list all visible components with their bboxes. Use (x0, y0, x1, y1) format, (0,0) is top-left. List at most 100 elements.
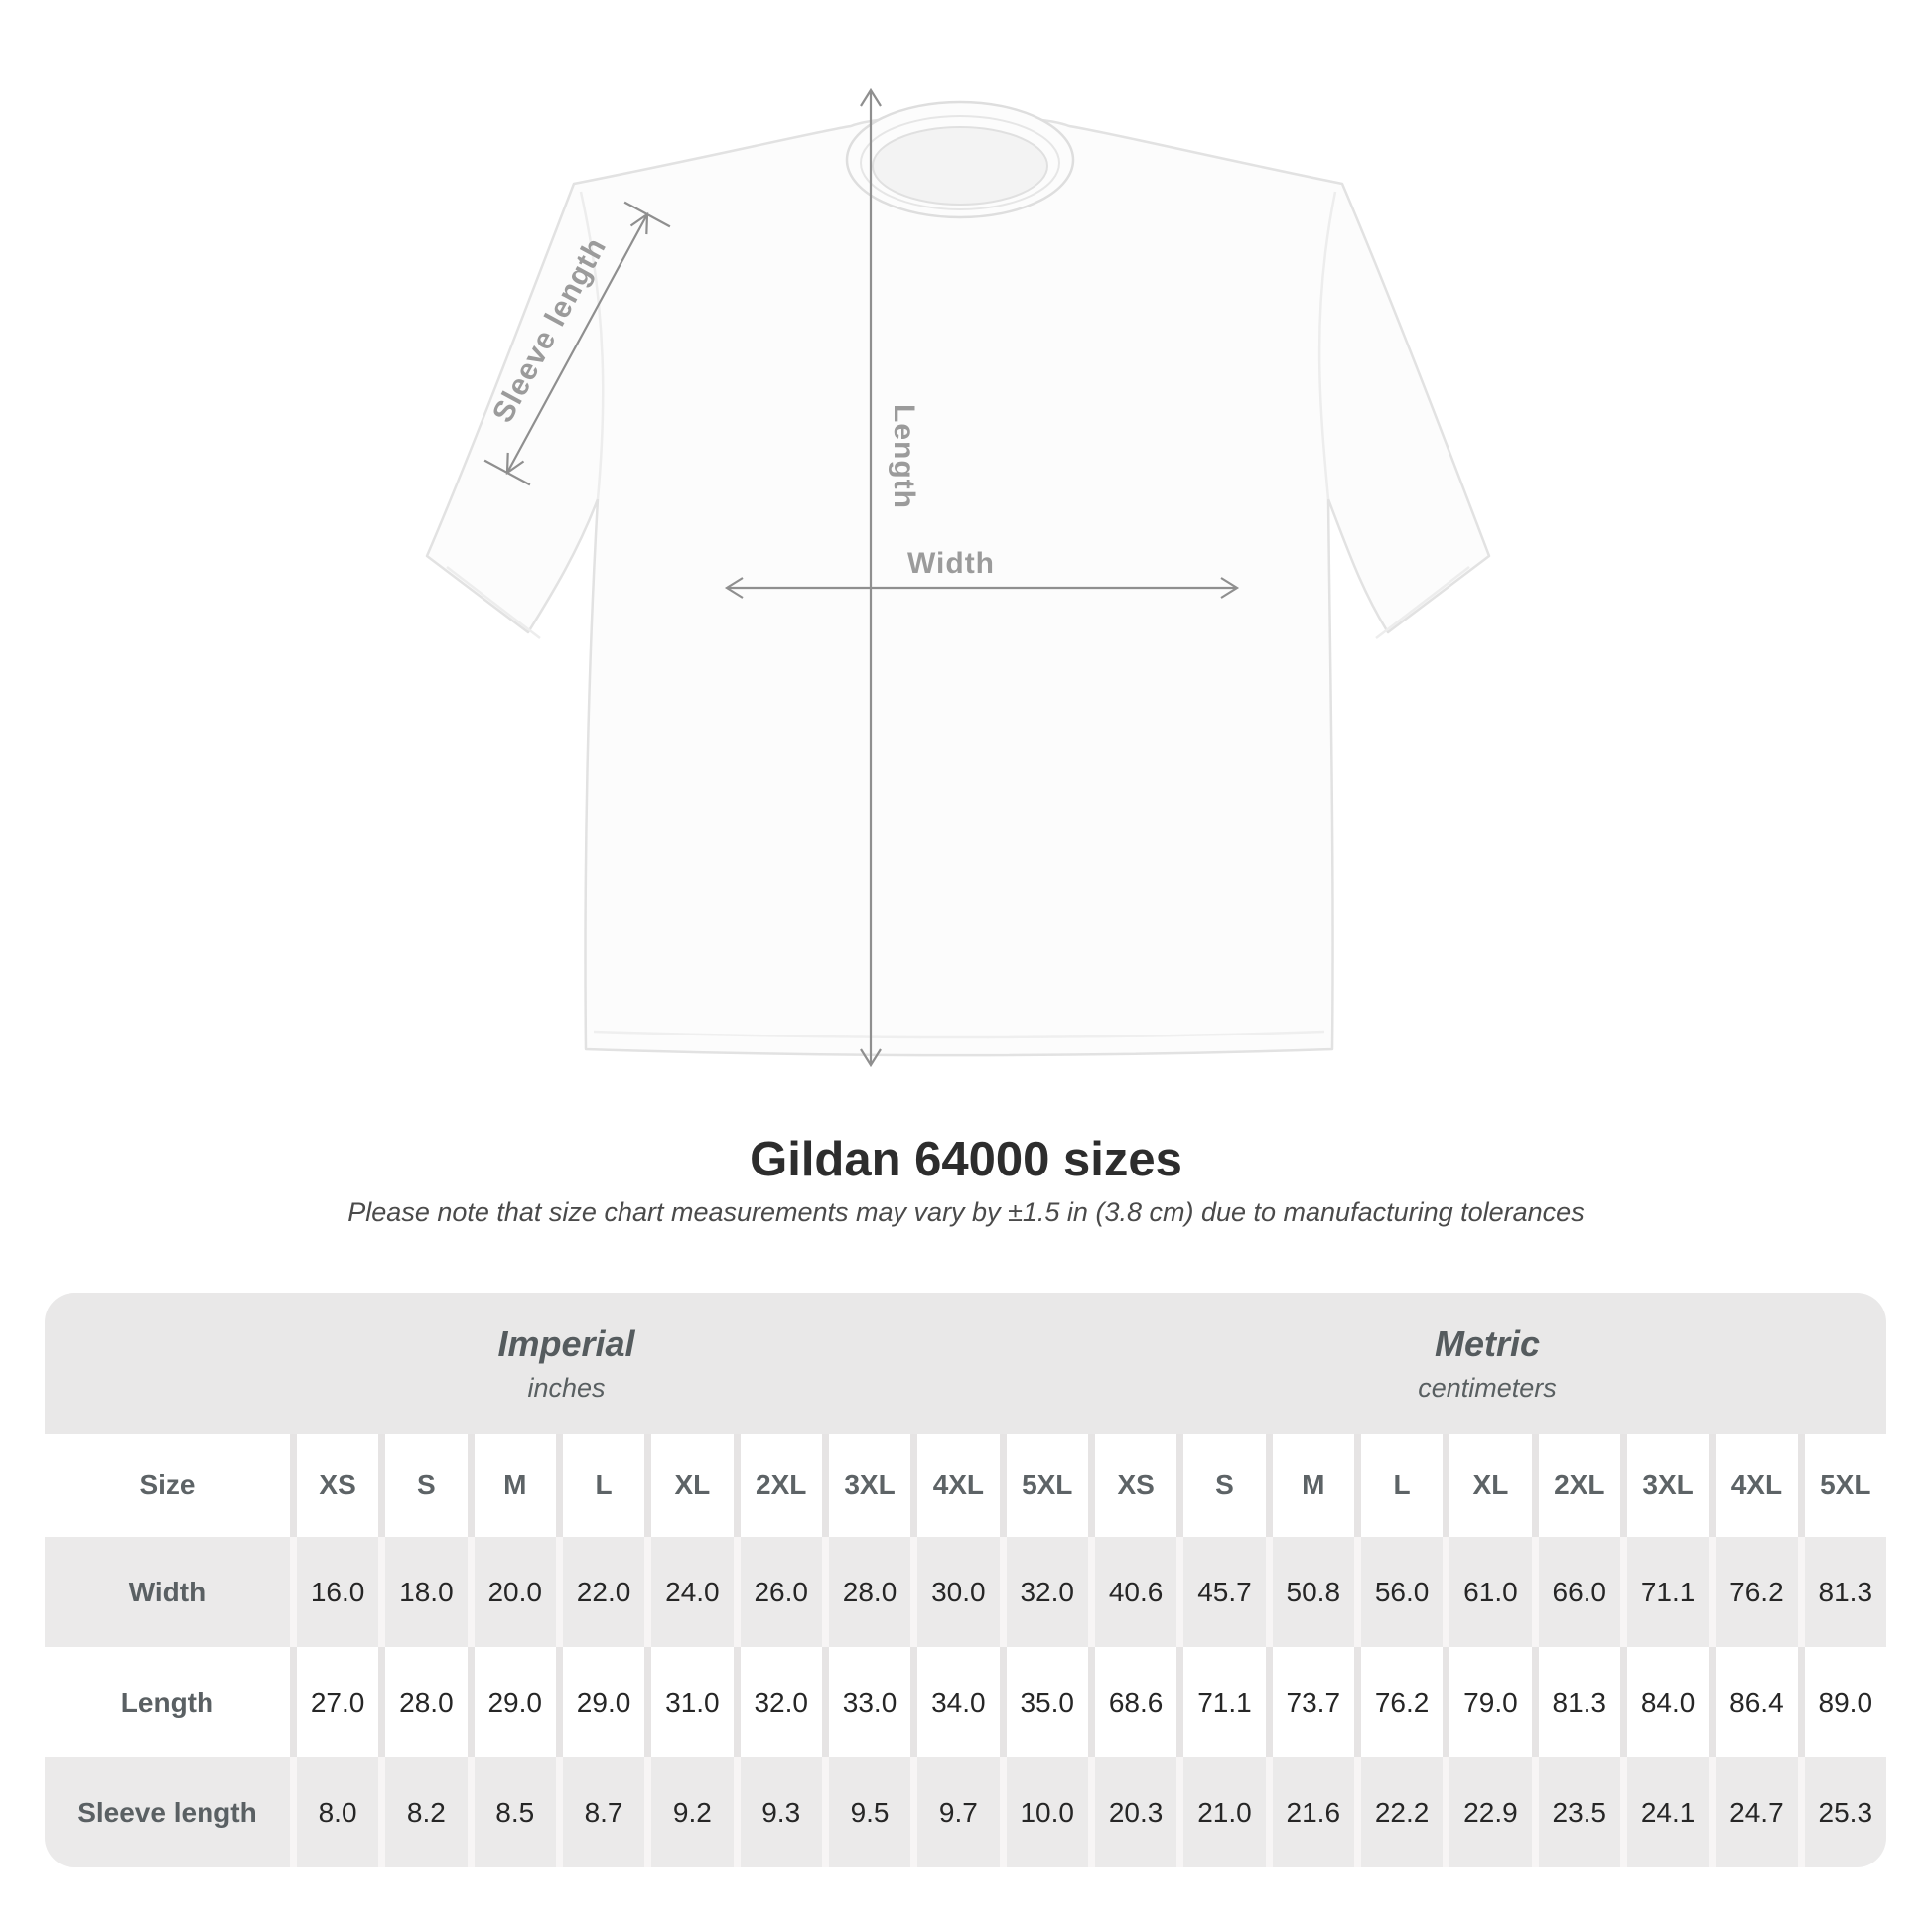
width-value-cell: 30.0 (910, 1537, 1000, 1647)
tshirt-body (425, 114, 1491, 1057)
size-header-cell: XS (1087, 1434, 1177, 1537)
sleeve-length-value-cell: 21.6 (1265, 1757, 1354, 1867)
sleeve-length-value-cell: 21.0 (1176, 1757, 1266, 1867)
width-arrowhead-right (1220, 577, 1240, 599)
sleeve-length-value-cell: 24.1 (1619, 1757, 1710, 1867)
metric-label: Metric (1434, 1322, 1540, 1364)
sleeve-length-value-cell: 20.3 (1087, 1757, 1177, 1867)
width-value-cell: 40.6 (1087, 1537, 1177, 1647)
centimeters-label: centimeters (1418, 1372, 1557, 1403)
width-value-cell: 76.2 (1709, 1537, 1798, 1647)
sleeve-length-value-cell: 9.5 (821, 1757, 911, 1867)
size-header-cell: M (1265, 1434, 1354, 1537)
size-header-cell: XS (289, 1434, 379, 1537)
width-value-cell: 24.0 (644, 1537, 734, 1647)
length-value-cell: 28.0 (378, 1647, 468, 1757)
width-row-label: Width (45, 1537, 290, 1647)
length-arrowhead-top (860, 87, 882, 107)
size-header-cell: 4XL (910, 1434, 1000, 1537)
tshirt-graphic (425, 100, 1491, 1057)
inches-label: inches (527, 1372, 606, 1403)
size-column-label: Size (45, 1434, 290, 1537)
size-header-cell: 2XL (1531, 1434, 1620, 1537)
sleeve-length-value-cell: 25.3 (1797, 1757, 1886, 1867)
dimension-annotations (483, 87, 1240, 1068)
width-value-cell: 81.3 (1797, 1537, 1886, 1647)
width-value-cell: 45.7 (1176, 1537, 1266, 1647)
length-value-cell: 81.3 (1531, 1647, 1620, 1757)
length-arrowhead-bottom (860, 1048, 882, 1068)
width-value-cell: 20.0 (467, 1537, 556, 1647)
sleeve-end-tick-bottom (483, 459, 531, 486)
length-value-cell: 86.4 (1709, 1647, 1798, 1757)
length-value-cell: 29.0 (467, 1647, 556, 1757)
sleeve-dimension-line (506, 213, 648, 474)
unit-header-row: Imperial inches Metric centimeters (45, 1293, 1886, 1434)
width-value-cell: 56.0 (1353, 1537, 1444, 1647)
sleeve-length-value-cell: 9.2 (644, 1757, 734, 1867)
width-value-cell: 71.1 (1619, 1537, 1710, 1647)
left-armhole-seam (579, 191, 605, 500)
length-value-cell: 79.0 (1443, 1647, 1532, 1757)
sleeve-length-value-cell: 8.2 (378, 1757, 468, 1867)
sleeve-length-value-cell: 9.7 (910, 1757, 1000, 1867)
length-value-cell: 34.0 (910, 1647, 1000, 1757)
size-header-cell: 5XL (1797, 1434, 1886, 1537)
length-value-cell: 35.0 (999, 1647, 1088, 1757)
size-chart-table: Imperial inches Metric centimeters Size … (45, 1293, 1886, 1867)
sleeve-length-value-cell: 8.0 (289, 1757, 379, 1867)
size-header-cell: XL (1443, 1434, 1532, 1537)
collar-rib-line (860, 115, 1060, 210)
imperial-label: Imperial (497, 1322, 635, 1364)
size-header-cell: 3XL (821, 1434, 911, 1537)
right-armhole-seam (1317, 191, 1337, 500)
size-header-cell: L (555, 1434, 645, 1537)
length-value-cell: 31.0 (644, 1647, 734, 1757)
width-value-cell: 50.8 (1265, 1537, 1354, 1647)
length-row-label: Length (45, 1647, 290, 1757)
sleeve-length-value-cell: 8.7 (555, 1757, 645, 1867)
length-value-cell: 32.0 (733, 1647, 822, 1757)
width-row: Width 16.0 18.0 20.0 22.0 24.0 26.0 28.0 30.0 32… (45, 1537, 1886, 1647)
width-value-cell: 66.0 (1531, 1537, 1620, 1647)
width-value-cell: 22.0 (555, 1537, 645, 1647)
sleeve-length-value-cell: 23.5 (1531, 1757, 1620, 1867)
size-header-cell: 5XL (999, 1434, 1088, 1537)
tshirt-size-diagram: Sleeve length Length Width (417, 55, 1509, 1117)
size-header-row: Size XS S M L XL 2XL 3XL 4XL 5XL XS S M L XL 2XL 3XL 4XL… (45, 1434, 1886, 1537)
width-label: Width (907, 547, 995, 580)
sleeve-length-value-cell: 22.2 (1353, 1757, 1444, 1867)
length-value-cell: 71.1 (1176, 1647, 1266, 1757)
sleeve-length-value-cell: 10.0 (999, 1757, 1088, 1867)
left-cuff-stitch (446, 566, 541, 639)
sleeve-end-tick-top (623, 201, 671, 228)
length-row: Length 27.0 28.0 29.0 29.0 31.0 32.0 33.0 34.0 3… (45, 1647, 1886, 1757)
length-value-cell: 84.0 (1619, 1647, 1710, 1757)
sleeve-length-row: Sleeve length 8.0 8.2 8.5 8.7 9.2 9.3 9.5 9.7 10… (45, 1757, 1886, 1867)
page-subtitle: Please note that size chart measurements… (347, 1197, 1585, 1227)
width-value-cell: 28.0 (821, 1537, 911, 1647)
width-value-cell: 16.0 (289, 1537, 379, 1647)
length-value-cell: 76.2 (1353, 1647, 1444, 1757)
sleeve-length-value-cell: 22.9 (1443, 1757, 1532, 1867)
length-label: Length (888, 404, 920, 509)
width-value-cell: 26.0 (733, 1537, 822, 1647)
right-cuff-stitch (1375, 566, 1470, 639)
sleeve-length-value-cell: 8.5 (467, 1757, 556, 1867)
collar-opening (872, 126, 1048, 206)
page-title: Gildan 64000 sizes (750, 1133, 1182, 1186)
length-value-cell: 73.7 (1265, 1647, 1354, 1757)
size-header-cell: 2XL (733, 1434, 822, 1537)
length-value-cell: 89.0 (1797, 1647, 1886, 1757)
length-value-cell: 68.6 (1087, 1647, 1177, 1757)
unit-group-metric: Metric centimeters (1087, 1293, 1886, 1434)
tshirt-diagram-svg: Sleeve length Length Width (425, 87, 1491, 1068)
width-value-cell: 32.0 (999, 1537, 1088, 1647)
length-value-cell: 27.0 (289, 1647, 379, 1757)
width-arrowhead-left (724, 577, 744, 599)
sleeve-length-row-label: Sleeve length (45, 1757, 290, 1867)
sleeve-length-value-cell: 9.3 (733, 1757, 822, 1867)
size-header-cell: L (1353, 1434, 1444, 1537)
size-header-cell: 3XL (1619, 1434, 1710, 1537)
length-value-cell: 29.0 (555, 1647, 645, 1757)
